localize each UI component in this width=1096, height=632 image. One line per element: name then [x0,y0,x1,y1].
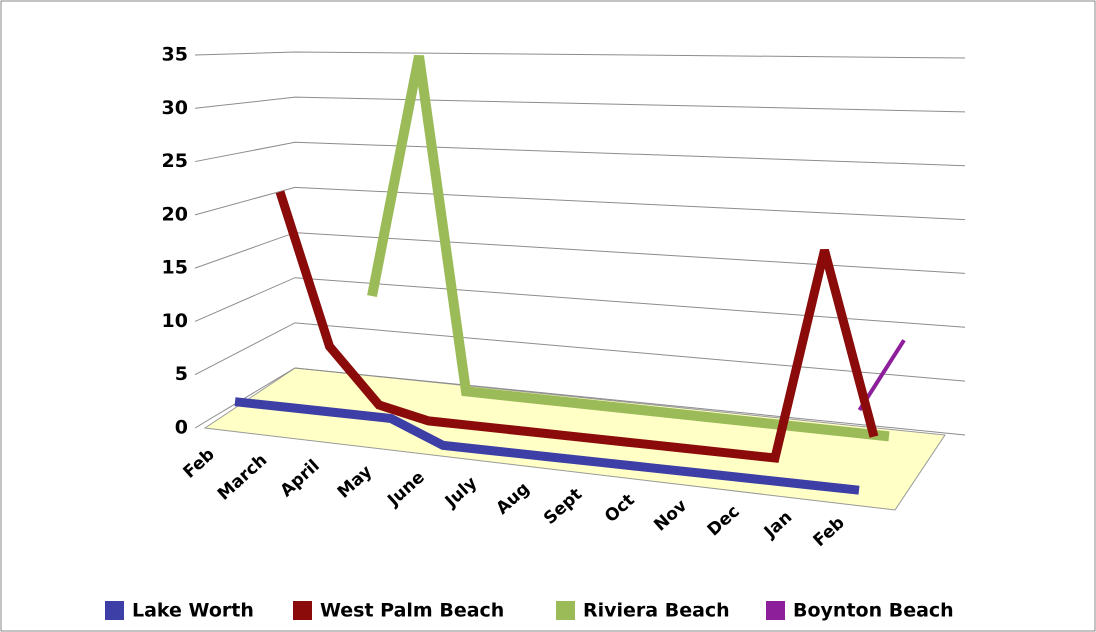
y-tick-label: 0 [175,417,188,439]
grid-line [194,277,966,328]
grid-line [194,141,966,167]
series-line [275,190,879,463]
y-tick-label: 35 [162,44,188,66]
series-line [234,397,860,495]
grid-line [194,186,966,221]
y-tick-label: 10 [162,310,188,332]
series-line [367,55,890,442]
grid-line [194,96,966,113]
legend-label: West Palm Beach [320,600,504,622]
grid-line [194,51,966,59]
grid-line [194,322,966,382]
y-tick-label: 5 [175,363,188,385]
y-tick-label: 15 [162,257,188,279]
y-tick-label: 20 [162,203,188,225]
legend-swatch [293,601,312,620]
grid-line [194,367,966,436]
legend-swatch [766,601,785,620]
legend-label: Riviera Beach [583,600,730,622]
legend-label: Boynton Beach [793,600,954,622]
y-tick-label: 30 [162,97,188,119]
legend-swatch [556,601,575,620]
legend-swatch [105,601,124,620]
legend-label: Lake Worth [132,600,254,622]
y-tick-label: 25 [162,150,188,172]
